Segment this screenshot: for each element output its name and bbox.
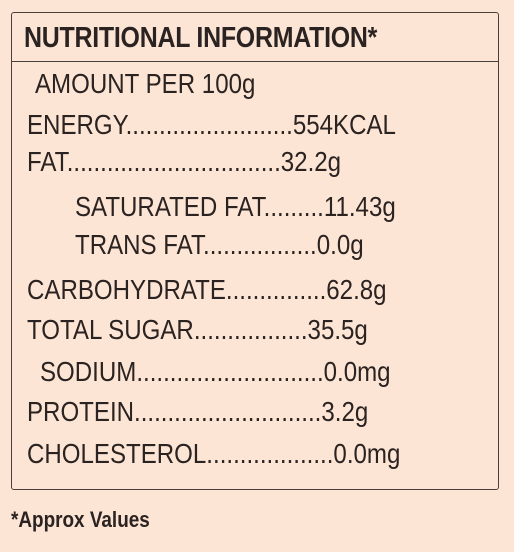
nutrient-name: CHOLESTEROL xyxy=(27,438,207,469)
nutrient-value: 62.8g xyxy=(326,274,387,305)
title-divider xyxy=(12,61,498,62)
leader-dots: ................... xyxy=(206,438,334,469)
leader-dots: ................. xyxy=(203,229,317,260)
nutrient-row-total-sugar: TOTAL SUGAR.................35.5g xyxy=(27,313,368,347)
nutrient-name: PROTEIN xyxy=(27,396,135,427)
nutrient-value: 32.2g xyxy=(280,146,342,177)
nutrient-value: 0.0mg xyxy=(333,438,401,469)
nutrient-row-carbohydrate: CARBOHYDRATE...............62.8g xyxy=(27,273,387,307)
nutrient-value: 11.43g xyxy=(323,191,396,222)
nutrient-value: 3.2g xyxy=(321,396,369,427)
nutrition-panel xyxy=(11,12,499,490)
nutrient-name: SODIUM xyxy=(40,356,137,387)
nutrient-row-trans-fat: TRANS FAT.................0.0g xyxy=(75,228,364,262)
leader-dots: ......................... xyxy=(125,109,293,140)
nutrient-value: 554KCAL xyxy=(292,109,396,140)
nutrient-name: ENERGY xyxy=(27,109,126,140)
nutrient-name: TOTAL SUGAR xyxy=(27,314,194,345)
nutrient-row-sodium: SODIUM............................0.0mg xyxy=(40,355,391,389)
leader-dots: ................. xyxy=(193,314,308,345)
nutrient-name: SATURATED FAT xyxy=(75,191,264,222)
nutrient-row-saturated-fat: SATURATED FAT.........11.43g xyxy=(75,190,396,224)
nutrient-row-cholesterol: CHOLESTEROL...................0.0mg xyxy=(27,437,400,471)
leader-dots: ............... xyxy=(225,274,327,305)
nutrient-name: TRANS FAT xyxy=(75,229,204,260)
nutrient-row-energy: ENERGY.........................554KCAL xyxy=(27,108,396,142)
leader-dots: ................................ xyxy=(66,146,281,177)
approx-values-footnote: *Approx Values xyxy=(11,507,150,532)
nutrient-name: FAT xyxy=(27,146,67,177)
nutrient-value: 35.5g xyxy=(307,314,368,345)
nutrient-value: 0.0g xyxy=(316,229,364,260)
leader-dots: ............................ xyxy=(134,396,322,427)
nutrient-row-fat: FAT................................32.2g xyxy=(27,145,341,179)
nutrient-name: CARBOHYDRATE xyxy=(27,274,226,305)
label-title: NUTRITIONAL INFORMATION* xyxy=(24,22,378,54)
serving-amount: AMOUNT PER 100g xyxy=(35,68,256,99)
leader-dots: ......... xyxy=(263,191,324,222)
nutrient-row-protein: PROTEIN............................3.2g xyxy=(27,395,368,429)
leader-dots: ............................ xyxy=(136,356,324,387)
nutrient-value: 0.0mg xyxy=(323,356,391,387)
